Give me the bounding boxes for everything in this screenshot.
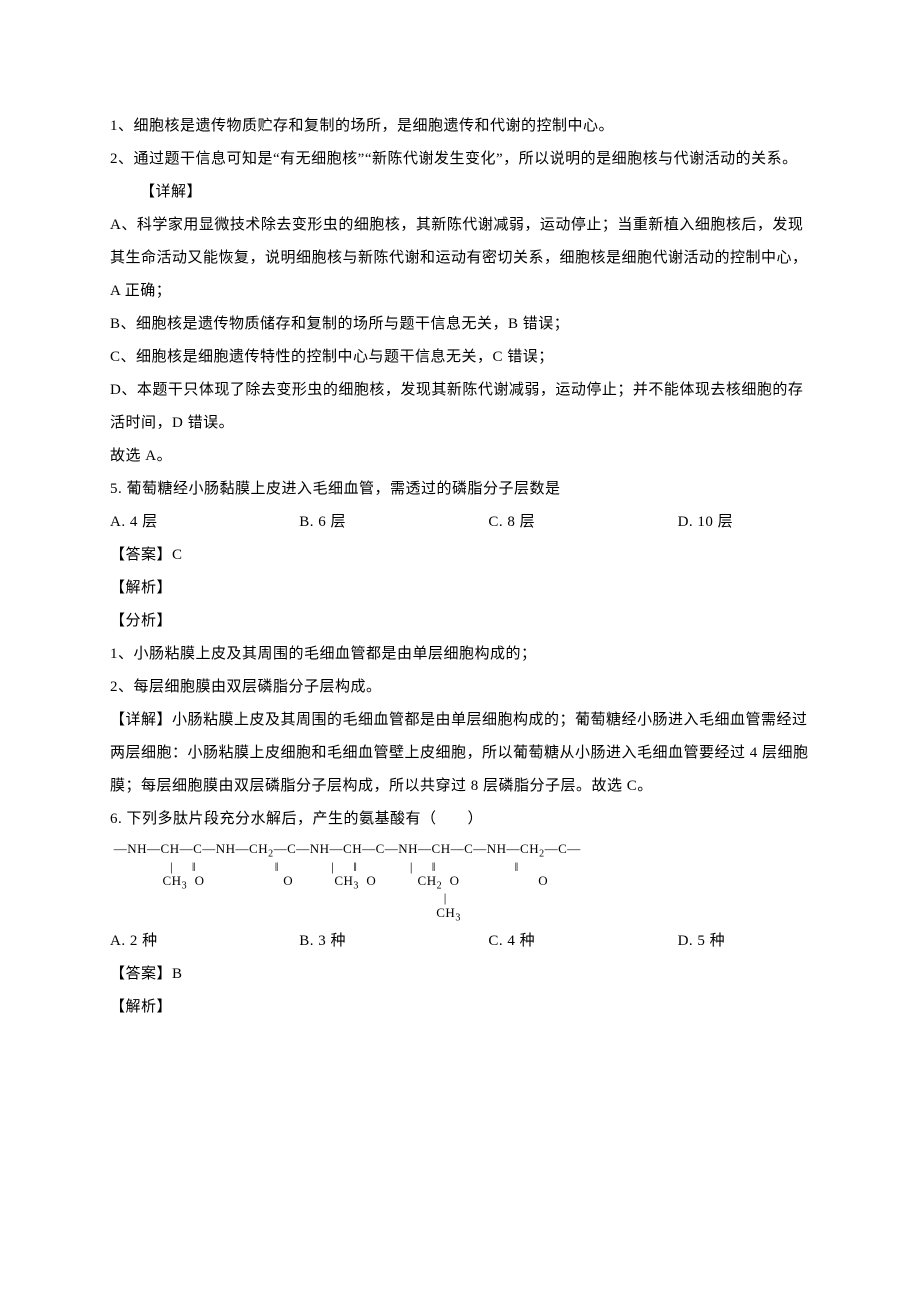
explain-label: 【解析】 [110, 991, 810, 1024]
option-d: D. 10 层 [678, 506, 810, 539]
chem-bonds2: | [110, 891, 810, 905]
option-a: A. 4 层 [110, 506, 299, 539]
paragraph: B、细胞核是遗传物质储存和复制的场所与题干信息无关，B 错误； [110, 308, 810, 341]
analysis-label: 【分析】 [110, 605, 810, 638]
answer-label: 【答案】C [110, 539, 810, 572]
paragraph: A、科学家用显微技术除去变形虫的细胞核，其新陈代谢减弱，运动停止；当重新植入细胞… [110, 209, 810, 308]
option-b: B. 3 种 [299, 925, 488, 958]
paragraph: 1、小肠粘膜上皮及其周围的毛细血管都是由单层细胞构成的； [110, 638, 810, 671]
question-stem: 6. 下列多肽片段充分水解后，产生的氨基酸有（ ） [110, 803, 810, 836]
question-options: A. 2 种 B. 3 种 C. 4 种 D. 5 种 [110, 925, 810, 958]
option-c: C. 8 层 [488, 506, 677, 539]
paragraph: 1、细胞核是遗传物质贮存和复制的场所，是细胞遗传和代谢的控制中心。 [110, 110, 810, 143]
option-b: B. 6 层 [299, 506, 488, 539]
paragraph: C、细胞核是细胞遗传特性的控制中心与题干信息无关，C 错误； [110, 341, 810, 374]
chem-substituents2: CH3 [110, 906, 810, 924]
option-c: C. 4 种 [488, 925, 677, 958]
document-page: 1、细胞核是遗传物质贮存和复制的场所，是细胞遗传和代谢的控制中心。 2、通过题干… [0, 0, 920, 1114]
chem-substituents: CH3 O O CH3 O CH2 O O [110, 874, 810, 892]
question-stem: 5. 葡萄糖经小肠黏膜上皮进入毛细血管，需透过的磷脂分子层数是 [110, 473, 810, 506]
answer-label: 【答案】B [110, 958, 810, 991]
paragraph: D、本题干只体现了除去变形虫的细胞核，发现其新陈代谢减弱，运动停止；并不能体现去… [110, 374, 810, 440]
detail-label: 【详解】 [110, 176, 810, 209]
chem-bonds: | ‖ ‖ | ‖ | ‖ ‖ [110, 860, 810, 874]
explain-label: 【解析】 [110, 572, 810, 605]
peptide-structure-diagram: —NH—CH—C—NH—CH2—C—NH—CH—C—NH—CH—C—NH—CH2… [110, 842, 810, 923]
option-a: A. 2 种 [110, 925, 299, 958]
paragraph: 故选 A。 [110, 440, 810, 473]
question-options: A. 4 层 B. 6 层 C. 8 层 D. 10 层 [110, 506, 810, 539]
paragraph: 2、通过题干信息可知是“有无细胞核”“新陈代谢发生变化”，所以说明的是细胞核与代… [110, 143, 810, 176]
option-d: D. 5 种 [678, 925, 810, 958]
paragraph: 2、每层细胞膜由双层磷脂分子层构成。 [110, 671, 810, 704]
chem-backbone: —NH—CH—C—NH—CH2—C—NH—CH—C—NH—CH—C—NH—CH2… [110, 842, 810, 860]
paragraph: 【详解】小肠粘膜上皮及其周围的毛细血管都是由单层细胞构成的；葡萄糖经小肠进入毛细… [110, 704, 810, 803]
